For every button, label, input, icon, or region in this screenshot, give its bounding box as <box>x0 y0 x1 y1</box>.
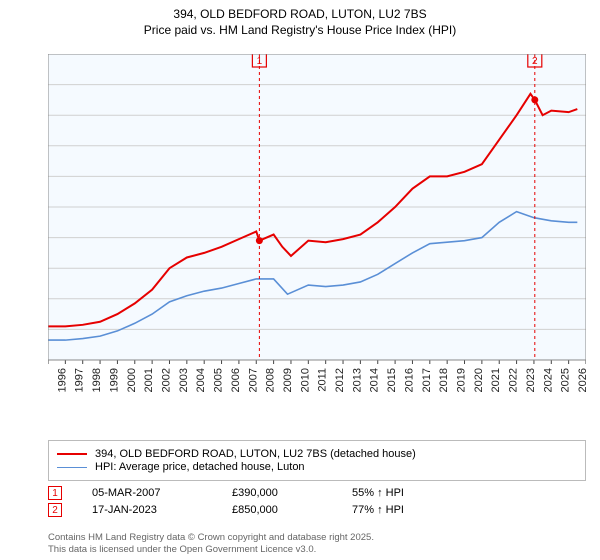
title-line1: 394, OLD BEDFORD ROAD, LUTON, LU2 7BS <box>0 6 600 22</box>
sale-delta: 55% ↑ HPI <box>352 487 404 499</box>
svg-text:2001: 2001 <box>143 368 155 392</box>
svg-text:2009: 2009 <box>282 368 294 392</box>
svg-text:2019: 2019 <box>456 368 468 392</box>
svg-text:2002: 2002 <box>160 368 172 392</box>
legend-label: 394, OLD BEDFORD ROAD, LUTON, LU2 7BS (d… <box>95 448 416 460</box>
sale-marker: 2 <box>48 503 62 517</box>
chart-title: 394, OLD BEDFORD ROAD, LUTON, LU2 7BS Pr… <box>0 0 600 38</box>
svg-text:2010: 2010 <box>299 368 311 392</box>
svg-text:1: 1 <box>257 56 263 67</box>
svg-text:2: 2 <box>532 56 538 67</box>
legend-label: HPI: Average price, detached house, Luto… <box>95 461 305 473</box>
footer-line1: Contains HM Land Registry data © Crown c… <box>48 532 374 544</box>
svg-text:2013: 2013 <box>351 368 363 392</box>
svg-text:2016: 2016 <box>403 368 415 392</box>
svg-text:2004: 2004 <box>195 368 207 392</box>
footer-line2: This data is licensed under the Open Gov… <box>48 544 374 556</box>
svg-text:2003: 2003 <box>178 368 190 392</box>
svg-text:2008: 2008 <box>265 368 277 392</box>
legend-swatch <box>57 453 87 455</box>
svg-text:2000: 2000 <box>126 368 138 392</box>
svg-text:2022: 2022 <box>508 368 520 392</box>
sale-date: 17-JAN-2023 <box>92 504 202 516</box>
sale-delta: 77% ↑ HPI <box>352 504 404 516</box>
sale-row: 2 17-JAN-2023 £850,000 77% ↑ HPI <box>48 503 404 517</box>
svg-text:2018: 2018 <box>438 368 450 392</box>
svg-text:2025: 2025 <box>560 368 572 392</box>
legend-item: HPI: Average price, detached house, Luto… <box>57 461 577 473</box>
svg-text:2020: 2020 <box>473 368 485 392</box>
svg-text:2012: 2012 <box>334 368 346 392</box>
svg-text:1999: 1999 <box>108 368 120 392</box>
legend-swatch <box>57 467 87 468</box>
sale-marker: 1 <box>48 486 62 500</box>
sale-price: £390,000 <box>232 487 322 499</box>
svg-text:2026: 2026 <box>577 368 586 392</box>
sale-row: 1 05-MAR-2007 £390,000 55% ↑ HPI <box>48 486 404 500</box>
svg-text:2011: 2011 <box>317 368 329 392</box>
price-chart: £0£100K£200K£300K£400K£500K£600K£700K£80… <box>48 54 586 394</box>
sale-date: 05-MAR-2007 <box>92 487 202 499</box>
svg-text:2014: 2014 <box>369 368 381 392</box>
svg-text:1996: 1996 <box>56 368 68 392</box>
svg-text:1995: 1995 <box>48 368 51 392</box>
svg-text:2006: 2006 <box>230 368 242 392</box>
svg-text:2024: 2024 <box>542 368 554 392</box>
svg-text:2017: 2017 <box>421 368 433 392</box>
svg-text:2015: 2015 <box>386 368 398 392</box>
svg-text:2007: 2007 <box>247 368 259 392</box>
sales-table: 1 05-MAR-2007 £390,000 55% ↑ HPI 2 17-JAN-202… <box>48 486 404 520</box>
legend-item: 394, OLD BEDFORD ROAD, LUTON, LU2 7BS (d… <box>57 448 577 460</box>
title-line2: Price paid vs. HM Land Registry's House … <box>0 22 600 38</box>
copyright-footer: Contains HM Land Registry data © Crown c… <box>48 532 374 556</box>
legend: 394, OLD BEDFORD ROAD, LUTON, LU2 7BS (d… <box>48 440 586 481</box>
svg-text:1998: 1998 <box>91 368 103 392</box>
sale-price: £850,000 <box>232 504 322 516</box>
svg-text:1997: 1997 <box>74 368 86 392</box>
svg-text:2005: 2005 <box>213 368 225 392</box>
svg-text:2021: 2021 <box>490 368 502 392</box>
svg-text:2023: 2023 <box>525 368 537 392</box>
